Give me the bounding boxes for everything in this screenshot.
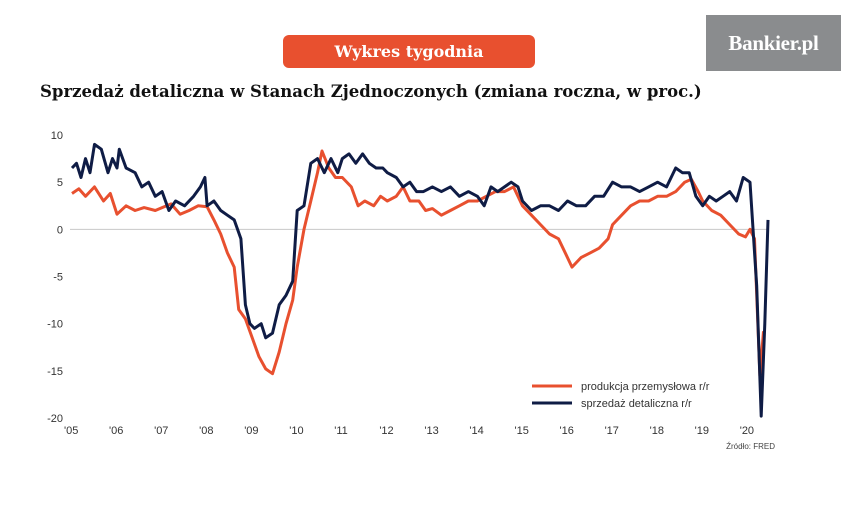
x-tick-label: '14	[469, 425, 483, 437]
y-tick-label: 10	[51, 130, 63, 142]
x-tick-label: '12	[379, 425, 393, 437]
source-note: Źródło: FRED	[726, 442, 775, 451]
x-tick-label: '11	[334, 425, 348, 437]
legend: produkcja przemysłowa r/r sprzedaż detal…	[532, 381, 710, 410]
x-tick-label: '10	[289, 425, 303, 437]
legend-label-retail: sprzedaż detaliczna r/r	[581, 398, 692, 410]
x-tick-label: '20	[740, 425, 754, 437]
x-tick-label: '08	[199, 425, 213, 437]
x-tick-label: '15	[514, 425, 528, 437]
y-tick-label: -5	[53, 272, 63, 284]
y-tick-label: -10	[47, 319, 63, 331]
logo-text: Bankier.pl	[728, 30, 819, 55]
x-tick-label: '07	[154, 425, 168, 437]
y-axis: 10 5 0 -5 -10 -15 -20	[47, 130, 63, 425]
banner-label: Wykres tygodnia	[334, 42, 484, 61]
series-lines	[70, 142, 770, 418]
y-tick-label: -20	[47, 413, 63, 425]
x-tick-label: '06	[109, 425, 123, 437]
x-tick-label: '18	[650, 425, 664, 437]
x-tick-label: '09	[244, 425, 258, 437]
y-tick-label: 0	[57, 224, 63, 236]
legend-label-industrial: produkcja przemysłowa r/r	[581, 381, 710, 393]
x-tick-label: '17	[605, 425, 619, 437]
chart-of-the-week-banner: Wykres tygodnia	[283, 35, 535, 68]
y-tick-label: 5	[57, 177, 63, 189]
x-tick-label: '16	[560, 425, 574, 437]
x-tick-label: '05	[64, 425, 78, 437]
chart-title: Sprzedaż detaliczna w Stanach Zjednoczon…	[40, 82, 702, 101]
series-line-retail-sales	[70, 142, 770, 418]
y-tick-label: -15	[47, 366, 63, 378]
bankier-logo[interactable]: Bankier.pl	[706, 15, 841, 71]
x-axis: '05 '06 '07 '08 '09 '10 '11 '12 '13 '14 '15 '16 '17 '…	[64, 425, 754, 437]
x-tick-label: '13	[424, 425, 438, 437]
x-tick-label: '19	[695, 425, 709, 437]
